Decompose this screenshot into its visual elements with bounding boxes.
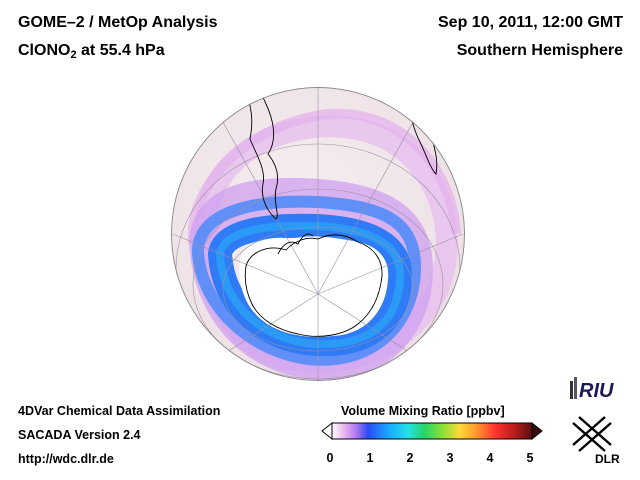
colorbar-tick-0: 0: [326, 451, 334, 465]
outer-blue-band: [192, 195, 422, 366]
colorbar: [321, 421, 543, 441]
species-name: ClONO: [18, 42, 71, 59]
svg-text:RIU: RIU: [579, 380, 614, 402]
pressure-level: at 55.4 hPa: [76, 42, 165, 59]
footer-url: http://wdc.dlr.de: [18, 452, 114, 466]
core-cyan-band: [215, 221, 405, 349]
species-subscript: 2: [70, 49, 77, 61]
outer-low-band-2: [187, 108, 461, 245]
southern-hemisphere-globe: [171, 87, 465, 381]
colorbar-title: Volume Mixing Ratio [ppbv]: [341, 404, 505, 418]
map-subtitle: ClONO2 at 55.4 hPa: [18, 42, 165, 61]
footer-method: 4DVar Chemical Data Assimilation: [18, 404, 221, 418]
colorbar-tick-2: 2: [406, 451, 414, 465]
dlr-logo: DLR: [572, 416, 620, 465]
hemisphere-label: Southern Hemisphere: [456, 42, 623, 59]
antarctic-peninsula: [277, 233, 314, 255]
new-zealand-coast: [427, 353, 441, 375]
colorbar-tick-3: 3: [446, 451, 454, 465]
riu-logo: RIU: [570, 377, 614, 402]
antarctica-coast: [244, 234, 383, 337]
colorbar-min-arrow: [321, 421, 333, 441]
footer-version: SACADA Version 2.4: [18, 428, 141, 442]
south-america-coast: [242, 87, 279, 220]
australia-coast: [437, 323, 464, 360]
colorbar-tick-4: 4: [486, 451, 494, 465]
colorbar-tick-1: 1: [366, 451, 374, 465]
colorbar-gradient: [331, 422, 533, 440]
svg-text:DLR: DLR: [595, 452, 620, 465]
map-title: GOME–2 / MetOp Analysis: [18, 14, 218, 31]
colorbar-tick-5: 5: [526, 451, 534, 465]
colorbar-max-arrow: [531, 421, 543, 441]
analysis-date: Sep 10, 2011, 12:00 GMT: [438, 14, 623, 31]
